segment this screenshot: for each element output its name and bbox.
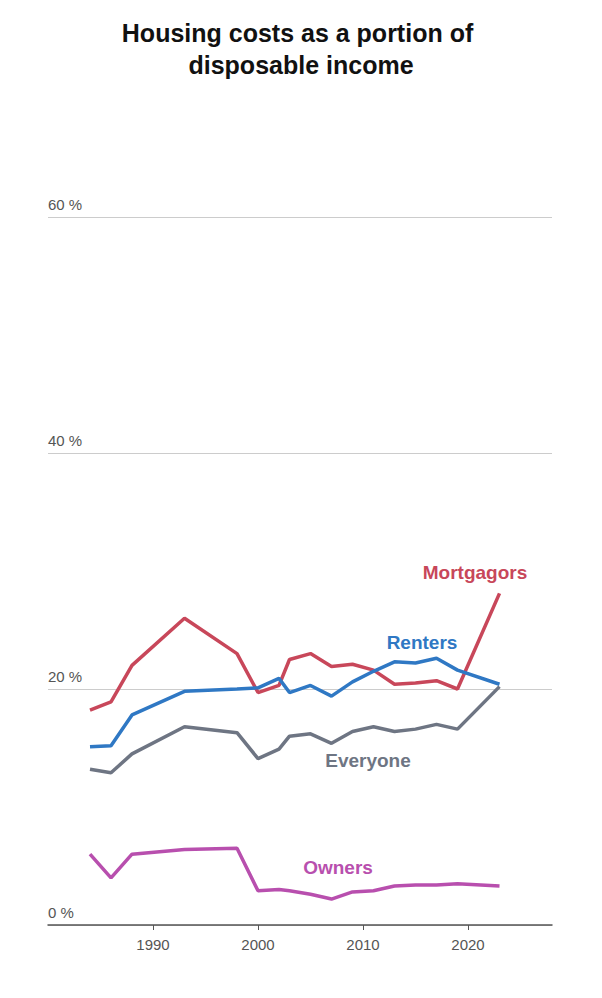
svg-text:60 %: 60 % [48, 196, 82, 213]
svg-text:0 %: 0 % [48, 904, 74, 921]
svg-text:Mortgagors: Mortgagors [423, 562, 528, 583]
svg-text:40 %: 40 % [48, 432, 82, 449]
svg-text:disposable income: disposable income [188, 51, 413, 79]
svg-text:Everyone: Everyone [325, 750, 411, 771]
svg-text:2000: 2000 [241, 936, 274, 953]
svg-text:Owners: Owners [303, 857, 373, 878]
svg-text:Renters: Renters [387, 632, 458, 653]
svg-text:2010: 2010 [346, 936, 379, 953]
svg-text:2020: 2020 [451, 936, 484, 953]
svg-text:1990: 1990 [136, 936, 169, 953]
svg-text:Housing costs as a portion of: Housing costs as a portion of [122, 19, 480, 47]
svg-text:20 %: 20 % [48, 668, 82, 685]
